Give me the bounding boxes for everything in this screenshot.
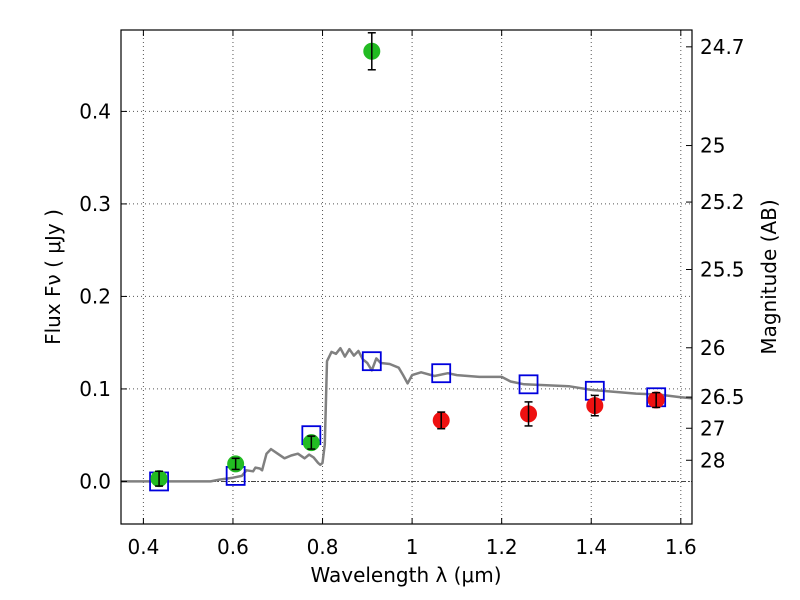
x-tick-label: 1.4 — [575, 535, 607, 559]
x-tick-label: 0.8 — [307, 535, 339, 559]
y-tick-label: 0.3 — [79, 192, 111, 216]
magnitude-tick-label: 26 — [700, 336, 725, 360]
plot-frame — [120, 29, 693, 525]
model-band-square — [518, 374, 539, 395]
magnitude-tick-label: 27 — [700, 416, 725, 440]
x-axis-title: Wavelength λ (μm) — [310, 563, 501, 587]
magnitude-tick-label: 26.5 — [700, 385, 745, 409]
magnitude-tick-label: 28 — [700, 448, 725, 472]
y2-axis-title: Magnitude (AB) — [757, 199, 781, 354]
x-tick-label: 0.6 — [217, 535, 249, 559]
y-tick-label: 0.1 — [79, 377, 111, 401]
x-tick-label: 1.6 — [665, 535, 697, 559]
model-band-square — [361, 351, 382, 372]
model-spectrum-line — [121, 346, 693, 483]
magnitude-tick-label: 24.7 — [700, 35, 745, 59]
x-tick-label: 0.4 — [127, 535, 159, 559]
x-tick-label: 1.2 — [486, 535, 518, 559]
magnitude-tick-label: 25 — [700, 134, 725, 158]
y-axis-title: Flux Fν ( μJy ) — [41, 209, 65, 345]
grid — [121, 30, 692, 524]
y-tick-label: 0.0 — [79, 469, 111, 493]
y-tick-label: 0.2 — [79, 284, 111, 308]
data-layer — [121, 32, 693, 492]
axes: 0.4 0.6 0.8 1 1.2 1.4 1.6 0.0 0.1 0.2 0.3 0.4 24.7 25… — [79, 30, 745, 559]
x-tick-label: 1 — [406, 535, 419, 559]
y-tick-label: 0.4 — [79, 99, 111, 123]
magnitude-tick-label: 25.5 — [700, 258, 745, 282]
magnitude-tick-label: 25.2 — [700, 190, 745, 214]
model-band-square — [431, 363, 452, 384]
